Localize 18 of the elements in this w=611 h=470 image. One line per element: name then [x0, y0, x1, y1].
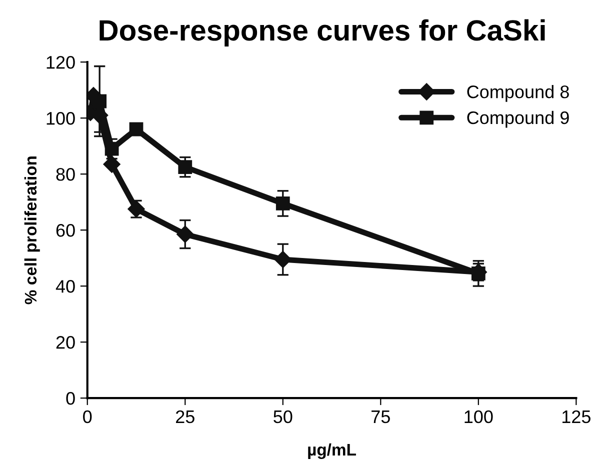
x-tick-label: 125 [562, 410, 590, 424]
y-tick-label: 60 [56, 224, 75, 237]
y-tick-label: 80 [56, 168, 75, 181]
x-tick-label: 0 [83, 410, 92, 424]
chart-title: Dose-response curves for CaSki [100, 19, 545, 46]
y-tick-label: 0 [66, 392, 75, 405]
y-tick-label: 100 [46, 112, 75, 125]
y-tick-label: 20 [56, 336, 75, 349]
y-axis-title: % cell proliferation [24, 156, 40, 304]
x-axis-title: µg/mL [308, 443, 356, 460]
x-tick-label: 100 [464, 410, 493, 424]
y-tick-label: 120 [46, 56, 75, 69]
y-tick-label: 40 [56, 280, 75, 293]
x-tick-label: 50 [274, 410, 292, 424]
x-tick-label: 75 [372, 410, 390, 424]
legend-label: Compound 8 [467, 85, 569, 102]
x-tick-label: 25 [176, 410, 194, 424]
legend-label: Compound 9 [467, 110, 569, 128]
